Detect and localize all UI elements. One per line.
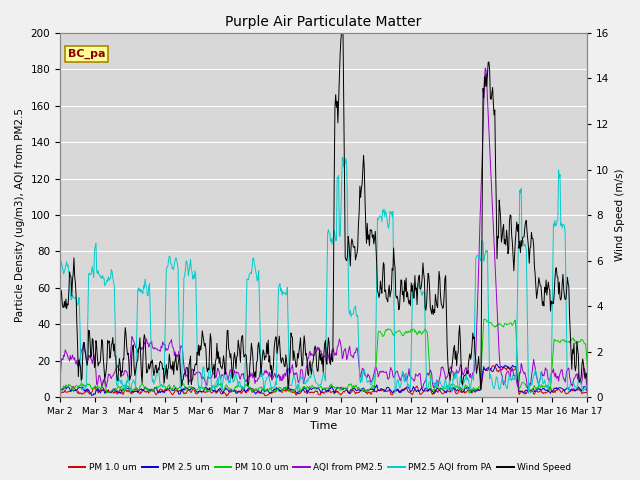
Title: Purple Air Particulate Matter: Purple Air Particulate Matter: [225, 15, 422, 29]
Y-axis label: Particle Density (ug/m3), AQI from PM2.5: Particle Density (ug/m3), AQI from PM2.5: [15, 108, 25, 322]
Y-axis label: Wind Speed (m/s): Wind Speed (m/s): [615, 169, 625, 261]
X-axis label: Time: Time: [310, 421, 337, 432]
Text: BC_pa: BC_pa: [68, 48, 106, 59]
Legend: PM 1.0 um, PM 2.5 um, PM 10.0 um, AQI from PM2.5, PM2.5 AQI from PA, Wind Speed: PM 1.0 um, PM 2.5 um, PM 10.0 um, AQI fr…: [65, 459, 575, 476]
